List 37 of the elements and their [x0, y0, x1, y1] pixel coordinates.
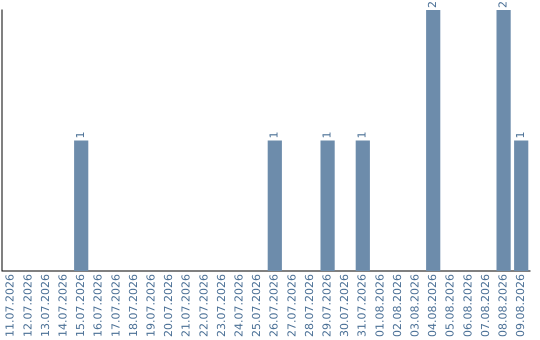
x-tick-label: 07.08.2026: [478, 274, 492, 338]
x-tick-label: 16.07.2026: [92, 274, 105, 338]
x-tick-label: 29.07.2026: [320, 274, 334, 338]
x-tick-label: 01.08.2026: [373, 274, 386, 338]
data-label: 1: [356, 132, 369, 139]
x-tick-label: 15.07.2026: [74, 274, 88, 338]
x-tick-label: 03.08.2026: [408, 274, 422, 338]
data-label: 2: [426, 1, 440, 8]
x-tick-label: 02.08.2026: [390, 274, 404, 338]
data-label: 2: [496, 1, 510, 8]
x-tick-label: 28.07.2026: [302, 274, 316, 338]
x-tick-label: 18.07.2026: [126, 274, 140, 338]
data-label: 1: [514, 132, 528, 139]
x-tick-label: 05.08.2026: [444, 274, 457, 338]
x-tick-label: 26.07.2026: [268, 274, 281, 338]
data-label: 1: [268, 132, 281, 139]
x-tick-label: 06.08.2026: [461, 274, 474, 338]
x-tick-label: 12.07.2026: [21, 274, 34, 338]
x-tick-label: 04.08.2026: [426, 274, 440, 338]
x-tick-label: 23.07.2026: [214, 274, 228, 338]
x-tick-label: 21.07.2026: [180, 274, 193, 338]
x-tick-label: 11.07.2026: [4, 274, 17, 338]
x-tick-label: 20.07.2026: [162, 274, 176, 338]
data-label: 1: [320, 132, 334, 139]
x-tick-label: 25.07.2026: [250, 274, 264, 338]
x-tick-label: 13.07.2026: [38, 274, 52, 338]
data-label: 1: [74, 132, 88, 139]
x-tick-label: 27.07.2026: [285, 274, 298, 338]
x-tick-label: 09.08.2026: [514, 274, 528, 338]
x-tick-label: 24.07.2026: [232, 274, 246, 338]
x-tick-label: 17.07.2026: [109, 274, 122, 338]
x-tick-label: 30.07.2026: [338, 274, 352, 338]
x-tick-label: 31.07.2026: [356, 274, 369, 338]
x-tick-label: 19.07.2026: [144, 274, 158, 338]
x-tick-label: 08.08.2026: [496, 274, 510, 338]
x-tick-label: 14.07.2026: [56, 274, 70, 338]
x-tick-label: 22.07.2026: [197, 274, 210, 338]
